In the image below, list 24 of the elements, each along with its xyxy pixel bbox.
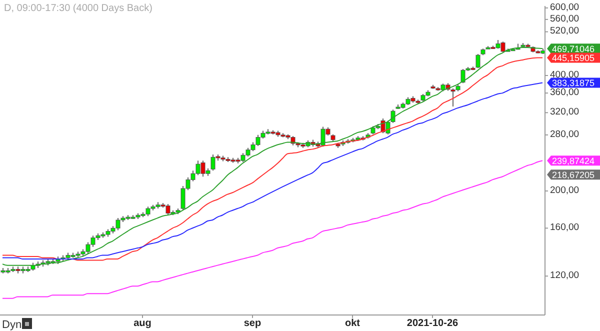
text: Dyn (2, 319, 22, 331)
candlestick (390, 109, 396, 124)
x-tick-label: aug (134, 318, 152, 330)
y-tick-label: 320,00 (550, 106, 580, 118)
text: 383,31875 (552, 78, 595, 88)
x-tick-label: 2021-10-26 (406, 318, 459, 330)
line-series (2, 160, 543, 299)
text: 445,15905 (552, 53, 595, 64)
x-tick-label: okt (345, 318, 361, 330)
candlestick (476, 54, 480, 69)
chart-title: D, 09:00-17:30 (4000 Days Back) (4, 3, 152, 14)
y-tick-label: 120,00 (550, 270, 580, 281)
y-tick-label: 200,00 (550, 184, 580, 196)
y-tick-label: 520,00 (550, 26, 580, 37)
text: 469,71046 (552, 44, 595, 54)
y-tick-label: 360,00 (550, 86, 580, 98)
y-tick-label: 160,00 (550, 222, 580, 234)
x-tick-label: sep (244, 318, 262, 330)
y-tick-label: 600,00 (550, 2, 580, 13)
y-tick-label: 560,00 (550, 13, 580, 24)
text: 218,67205 (552, 170, 595, 180)
text: 239,87424 (552, 156, 595, 166)
y-tick-label: 280,00 (550, 128, 580, 140)
y-tick-label: 400,00 (550, 69, 580, 80)
